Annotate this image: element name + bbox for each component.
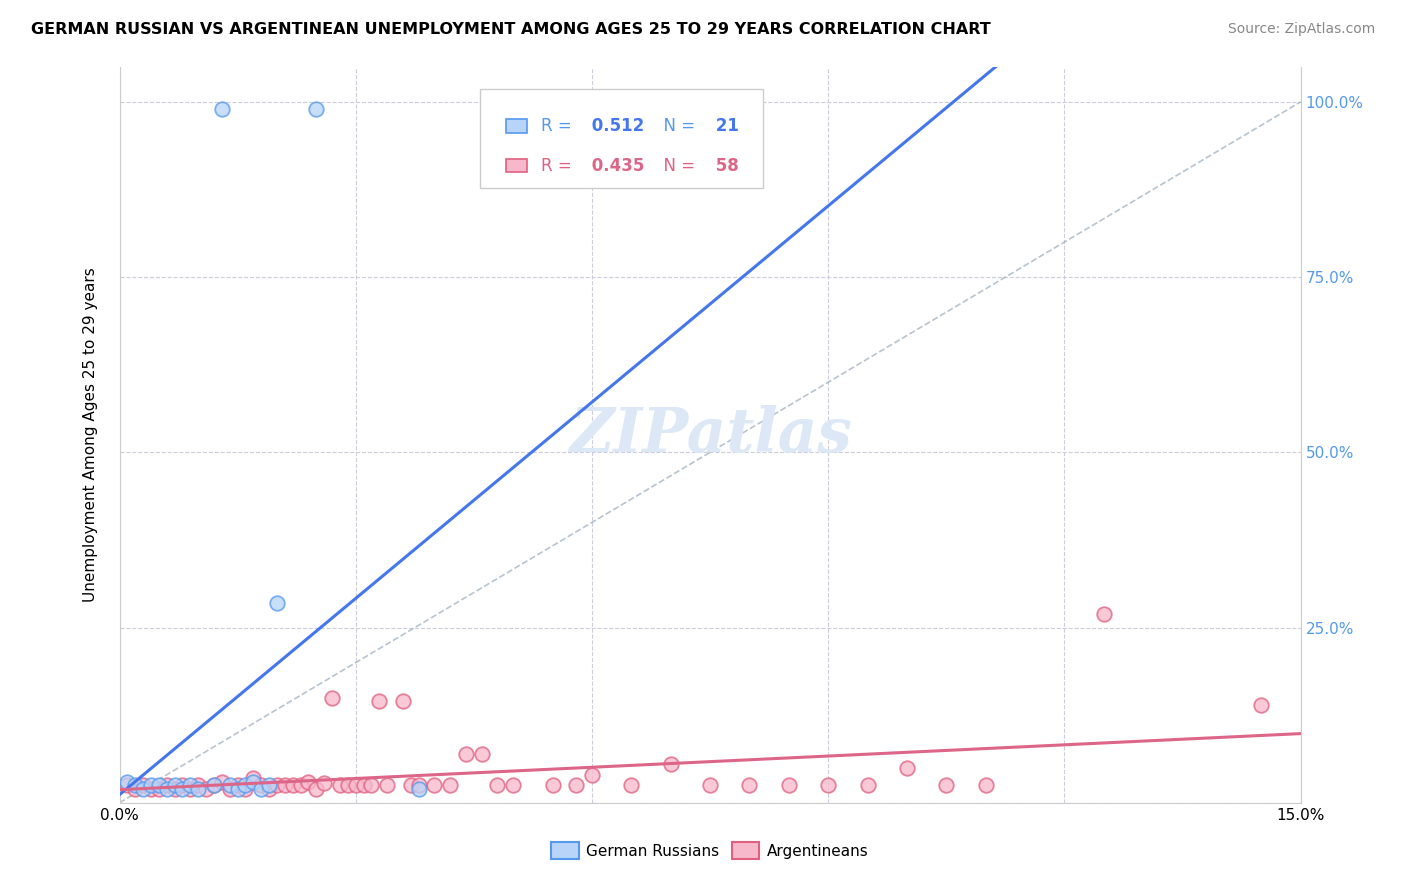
Text: R =: R = — [541, 157, 576, 175]
Point — [156, 778, 179, 792]
Point — [353, 778, 375, 792]
Point — [187, 781, 209, 796]
Point — [778, 778, 800, 792]
Text: 21: 21 — [710, 117, 740, 135]
Point — [235, 778, 257, 792]
Point — [163, 781, 186, 796]
Point — [321, 690, 343, 705]
Point — [156, 781, 179, 796]
Point — [305, 102, 328, 116]
Y-axis label: Unemployment Among Ages 25 to 29 years: Unemployment Among Ages 25 to 29 years — [83, 268, 98, 602]
Point — [1250, 698, 1272, 712]
Point — [148, 781, 170, 796]
Point — [344, 778, 367, 792]
Point — [408, 778, 430, 792]
Point — [565, 778, 588, 792]
Point — [620, 778, 643, 792]
Point — [471, 747, 494, 761]
Point — [266, 778, 288, 792]
Point — [329, 778, 352, 792]
Point — [211, 774, 233, 789]
Text: Source: ZipAtlas.com: Source: ZipAtlas.com — [1227, 22, 1375, 37]
Point — [581, 768, 603, 782]
Point — [250, 778, 273, 792]
Point — [1092, 607, 1115, 621]
Point — [305, 781, 328, 796]
Point — [896, 761, 918, 775]
Point — [290, 778, 312, 792]
Point — [699, 778, 721, 792]
FancyBboxPatch shape — [479, 89, 763, 188]
FancyBboxPatch shape — [506, 120, 527, 133]
Point — [336, 778, 359, 792]
Point — [856, 778, 879, 792]
Point — [132, 778, 155, 792]
Point — [454, 747, 477, 761]
Point — [132, 781, 155, 796]
Point — [179, 781, 201, 796]
Point — [399, 778, 422, 792]
Text: 0.435: 0.435 — [586, 157, 644, 175]
Point — [935, 778, 957, 792]
Point — [502, 778, 524, 792]
Point — [974, 778, 997, 792]
Point — [195, 781, 218, 796]
Point — [187, 778, 209, 792]
Point — [218, 778, 240, 792]
Point — [202, 778, 225, 792]
Point — [375, 778, 398, 792]
Point — [117, 778, 139, 792]
Text: R =: R = — [541, 117, 576, 135]
Point — [368, 694, 391, 708]
Text: 0.512: 0.512 — [586, 117, 644, 135]
Point — [124, 781, 146, 796]
Point — [817, 778, 839, 792]
Point — [659, 757, 682, 772]
Point — [486, 778, 509, 792]
Text: GERMAN RUSSIAN VS ARGENTINEAN UNEMPLOYMENT AMONG AGES 25 TO 29 YEARS CORRELATION: GERMAN RUSSIAN VS ARGENTINEAN UNEMPLOYME… — [31, 22, 991, 37]
FancyBboxPatch shape — [506, 159, 527, 172]
Point — [124, 778, 146, 792]
Point — [423, 778, 446, 792]
Legend: German Russians, Argentineans: German Russians, Argentineans — [546, 836, 875, 865]
Point — [281, 778, 304, 792]
Point — [211, 102, 233, 116]
Point — [392, 694, 415, 708]
Point — [738, 778, 761, 792]
Point — [250, 781, 273, 796]
Point — [202, 778, 225, 792]
Point — [439, 778, 461, 792]
Point — [266, 596, 288, 610]
Text: ZIPatlas: ZIPatlas — [568, 405, 852, 465]
Point — [148, 778, 170, 792]
Point — [218, 781, 240, 796]
Text: N =: N = — [654, 157, 700, 175]
Point — [172, 781, 194, 796]
Text: N =: N = — [654, 117, 700, 135]
Point — [139, 778, 162, 792]
Point — [179, 778, 201, 792]
Point — [257, 778, 280, 792]
Point — [314, 776, 336, 790]
Point — [408, 781, 430, 796]
Point — [226, 781, 249, 796]
Point — [163, 778, 186, 792]
Point — [541, 778, 564, 792]
Point — [297, 774, 319, 789]
Point — [172, 778, 194, 792]
Point — [226, 778, 249, 792]
Point — [235, 781, 257, 796]
Point — [139, 781, 162, 796]
Point — [242, 774, 264, 789]
Point — [274, 778, 297, 792]
Point — [117, 774, 139, 789]
Point — [257, 781, 280, 796]
Point — [242, 771, 264, 786]
Text: 58: 58 — [710, 157, 738, 175]
Point — [360, 778, 382, 792]
